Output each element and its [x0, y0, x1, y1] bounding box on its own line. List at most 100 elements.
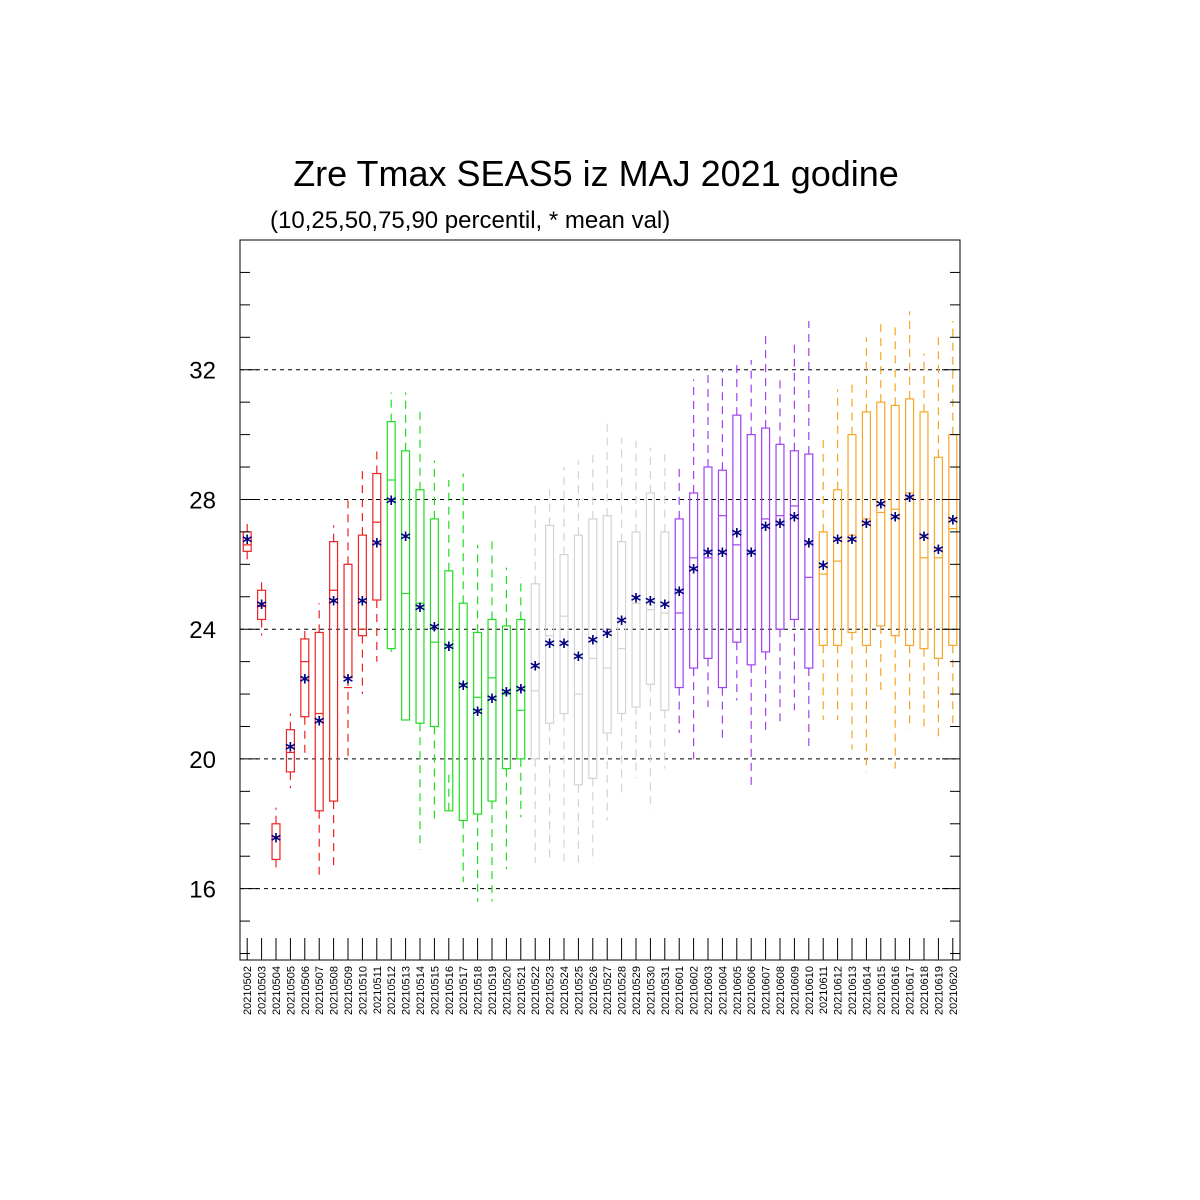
x-tick-label: 20210531 [660, 966, 672, 1015]
boxplot-20210513: * [400, 392, 411, 721]
mean-marker: * [271, 829, 282, 853]
box-iqr [818, 531, 828, 647]
mean-marker: * [573, 647, 584, 671]
boxplot-20210618: * [919, 353, 930, 727]
x-tick-label: 20210506 [300, 966, 312, 1015]
box-iqr [717, 469, 727, 689]
boxplot-20210611: * [818, 434, 829, 720]
box-iqr [660, 531, 670, 711]
boxplot-20210601: * [674, 467, 685, 733]
box-iqr [314, 631, 324, 812]
boxplot-20210510: * [357, 470, 368, 695]
box-iqr [559, 553, 569, 715]
x-tick-label: 20210606 [746, 966, 758, 1015]
chart-subtitle: (10,25,50,75,90 percentil, * mean val) [270, 207, 670, 234]
x-tick-label: 20210603 [703, 966, 715, 1015]
boxplot-20210614: * [861, 337, 872, 772]
box-iqr [429, 518, 439, 728]
boxplot-20210504: * [271, 807, 282, 873]
x-tick-label: 20210511 [372, 966, 384, 1014]
boxplot-20210516: * [444, 480, 455, 812]
x-tick-label: 20210602 [689, 966, 701, 1015]
box-iqr [473, 631, 483, 815]
box-iqr [876, 401, 886, 627]
mean-marker: * [516, 680, 527, 704]
x-tick-label: 20210519 [487, 966, 499, 1015]
boxplot-20210518: * [472, 544, 483, 902]
boxplot-20210604: * [717, 369, 728, 740]
mean-marker: * [444, 638, 455, 662]
mean-marker: * [904, 488, 915, 512]
y-tick-label: 16 [189, 877, 216, 904]
x-tick-label: 20210619 [933, 966, 945, 1015]
boxplot-20210522: * [530, 502, 541, 863]
mean-marker: * [660, 595, 671, 619]
boxplot-20210509: * [343, 499, 354, 763]
boxplot-20210606: * [746, 360, 757, 789]
mean-marker: * [588, 631, 599, 655]
boxplot-20210609: * [789, 343, 800, 711]
x-tick-label: 20210620 [948, 966, 960, 1015]
y-tick-label: 28 [189, 487, 216, 514]
boxplot-20210610: * [804, 321, 815, 746]
x-tick-label: 20210521 [516, 966, 528, 1015]
box-iqr [890, 404, 900, 637]
box-iqr [674, 518, 684, 689]
mean-marker: * [256, 595, 267, 619]
boxplot-20210502: * [242, 522, 253, 562]
plot-frame [239, 239, 961, 961]
box-iqr [444, 570, 454, 812]
boxplot-20210616: * [890, 324, 901, 769]
boxplot-20210523: * [544, 486, 555, 860]
boxplot-20210527: * [602, 418, 613, 821]
box-iqr [487, 618, 497, 802]
y-tick-label: 20 [189, 747, 216, 774]
box-iqr [401, 450, 411, 721]
mean-marker: * [314, 712, 325, 736]
x-tick-label: 20210504 [271, 966, 283, 1015]
mean-marker: * [415, 599, 426, 623]
x-tick-label: 20210604 [717, 966, 729, 1015]
x-tick-label: 20210605 [732, 966, 744, 1015]
mean-marker: * [616, 612, 627, 636]
box-iqr [300, 638, 310, 718]
x-tick-label: 20210612 [833, 966, 845, 1015]
box-iqr [761, 427, 771, 653]
box-iqr [775, 443, 785, 630]
mean-marker: * [472, 703, 483, 727]
boxplot-20210521: * [516, 577, 527, 818]
x-tick-label: 20210507 [314, 966, 326, 1015]
box-iqr [530, 583, 540, 760]
x-tick-label: 20210514 [415, 966, 427, 1015]
box-iqr [804, 453, 814, 669]
boxplot-20210526: * [588, 454, 599, 863]
x-tick-label: 20210607 [761, 966, 773, 1015]
mean-marker: * [487, 690, 498, 714]
mean-marker: * [890, 508, 901, 532]
mean-marker: * [631, 589, 642, 613]
x-tick-label: 20210508 [329, 966, 341, 1015]
box-iqr [703, 466, 713, 659]
grid-lines [240, 369, 960, 890]
boxplot-20210530: * [645, 447, 656, 811]
boxplot-20210612: * [832, 389, 843, 720]
mean-marker: * [804, 534, 815, 558]
box-iqr [372, 472, 382, 601]
box-iqr [343, 563, 353, 679]
mean-marker: * [789, 508, 800, 532]
mean-marker: * [559, 634, 570, 658]
x-tick-label: 20210617 [905, 966, 917, 1015]
mean-marker: * [688, 560, 699, 584]
x-tick-label: 20210524 [559, 966, 571, 1015]
x-tick-label: 20210614 [861, 966, 873, 1015]
mean-marker: * [300, 670, 311, 694]
x-tick-label: 20210618 [919, 966, 931, 1015]
boxplot-20210508: * [328, 525, 339, 866]
x-tick-label: 20210513 [401, 966, 413, 1015]
x-tick-label: 20210529 [631, 966, 643, 1015]
mean-marker: * [242, 531, 253, 555]
box-iqr [689, 492, 699, 669]
y-tick-label: 32 [189, 358, 216, 385]
box-iqr [573, 534, 583, 786]
x-tick-label: 20210616 [890, 966, 902, 1015]
